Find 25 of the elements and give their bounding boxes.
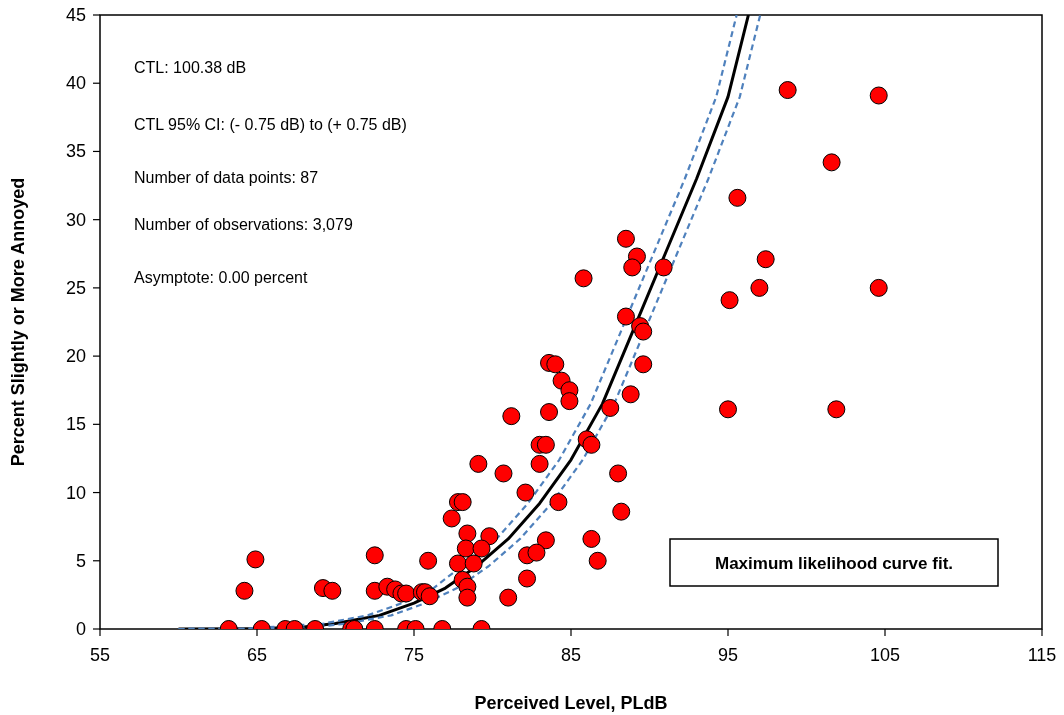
annotation: CTL 95% CI: (- 0.75 dB) to (+ 0.75 dB): [134, 116, 407, 133]
y-tick-label: 35: [65, 141, 86, 162]
annotation: Number of data points: 87: [134, 169, 319, 186]
annotation: CTL: 100.38 dB: [134, 59, 247, 76]
x-tick-label: 115: [1027, 645, 1057, 665]
x-tick-label: 95: [717, 645, 739, 665]
y-tick-label: 5: [75, 550, 86, 571]
y-tick-label: 20: [65, 346, 86, 367]
x-tick-label: 105: [869, 645, 901, 665]
x-tick-label: 85: [560, 645, 582, 665]
y-tick-label: 10: [65, 482, 86, 503]
y-tick-label: 40: [65, 73, 86, 94]
y-tick-label: 30: [65, 209, 86, 230]
y-tick-label: 15: [65, 414, 86, 435]
x-axis-title: Perceived Level, PLdB: [474, 693, 668, 713]
x-tick-label: 55: [89, 645, 111, 665]
y-tick-label: 45: [65, 5, 86, 25]
annotation: Maximum likelihood curve fit.: [714, 554, 954, 573]
y-tick-label: 0: [75, 619, 86, 639]
annotation: Number of observations: 3,079: [134, 216, 353, 233]
y-axis-title: Percent Slightly or More Annoyed: [8, 177, 28, 467]
x-tick-label: 75: [403, 645, 425, 665]
x-tick-label: 65: [246, 645, 268, 665]
y-tick-label: 25: [65, 277, 86, 298]
annotation: Asymptote: 0.00 percent: [134, 269, 308, 286]
